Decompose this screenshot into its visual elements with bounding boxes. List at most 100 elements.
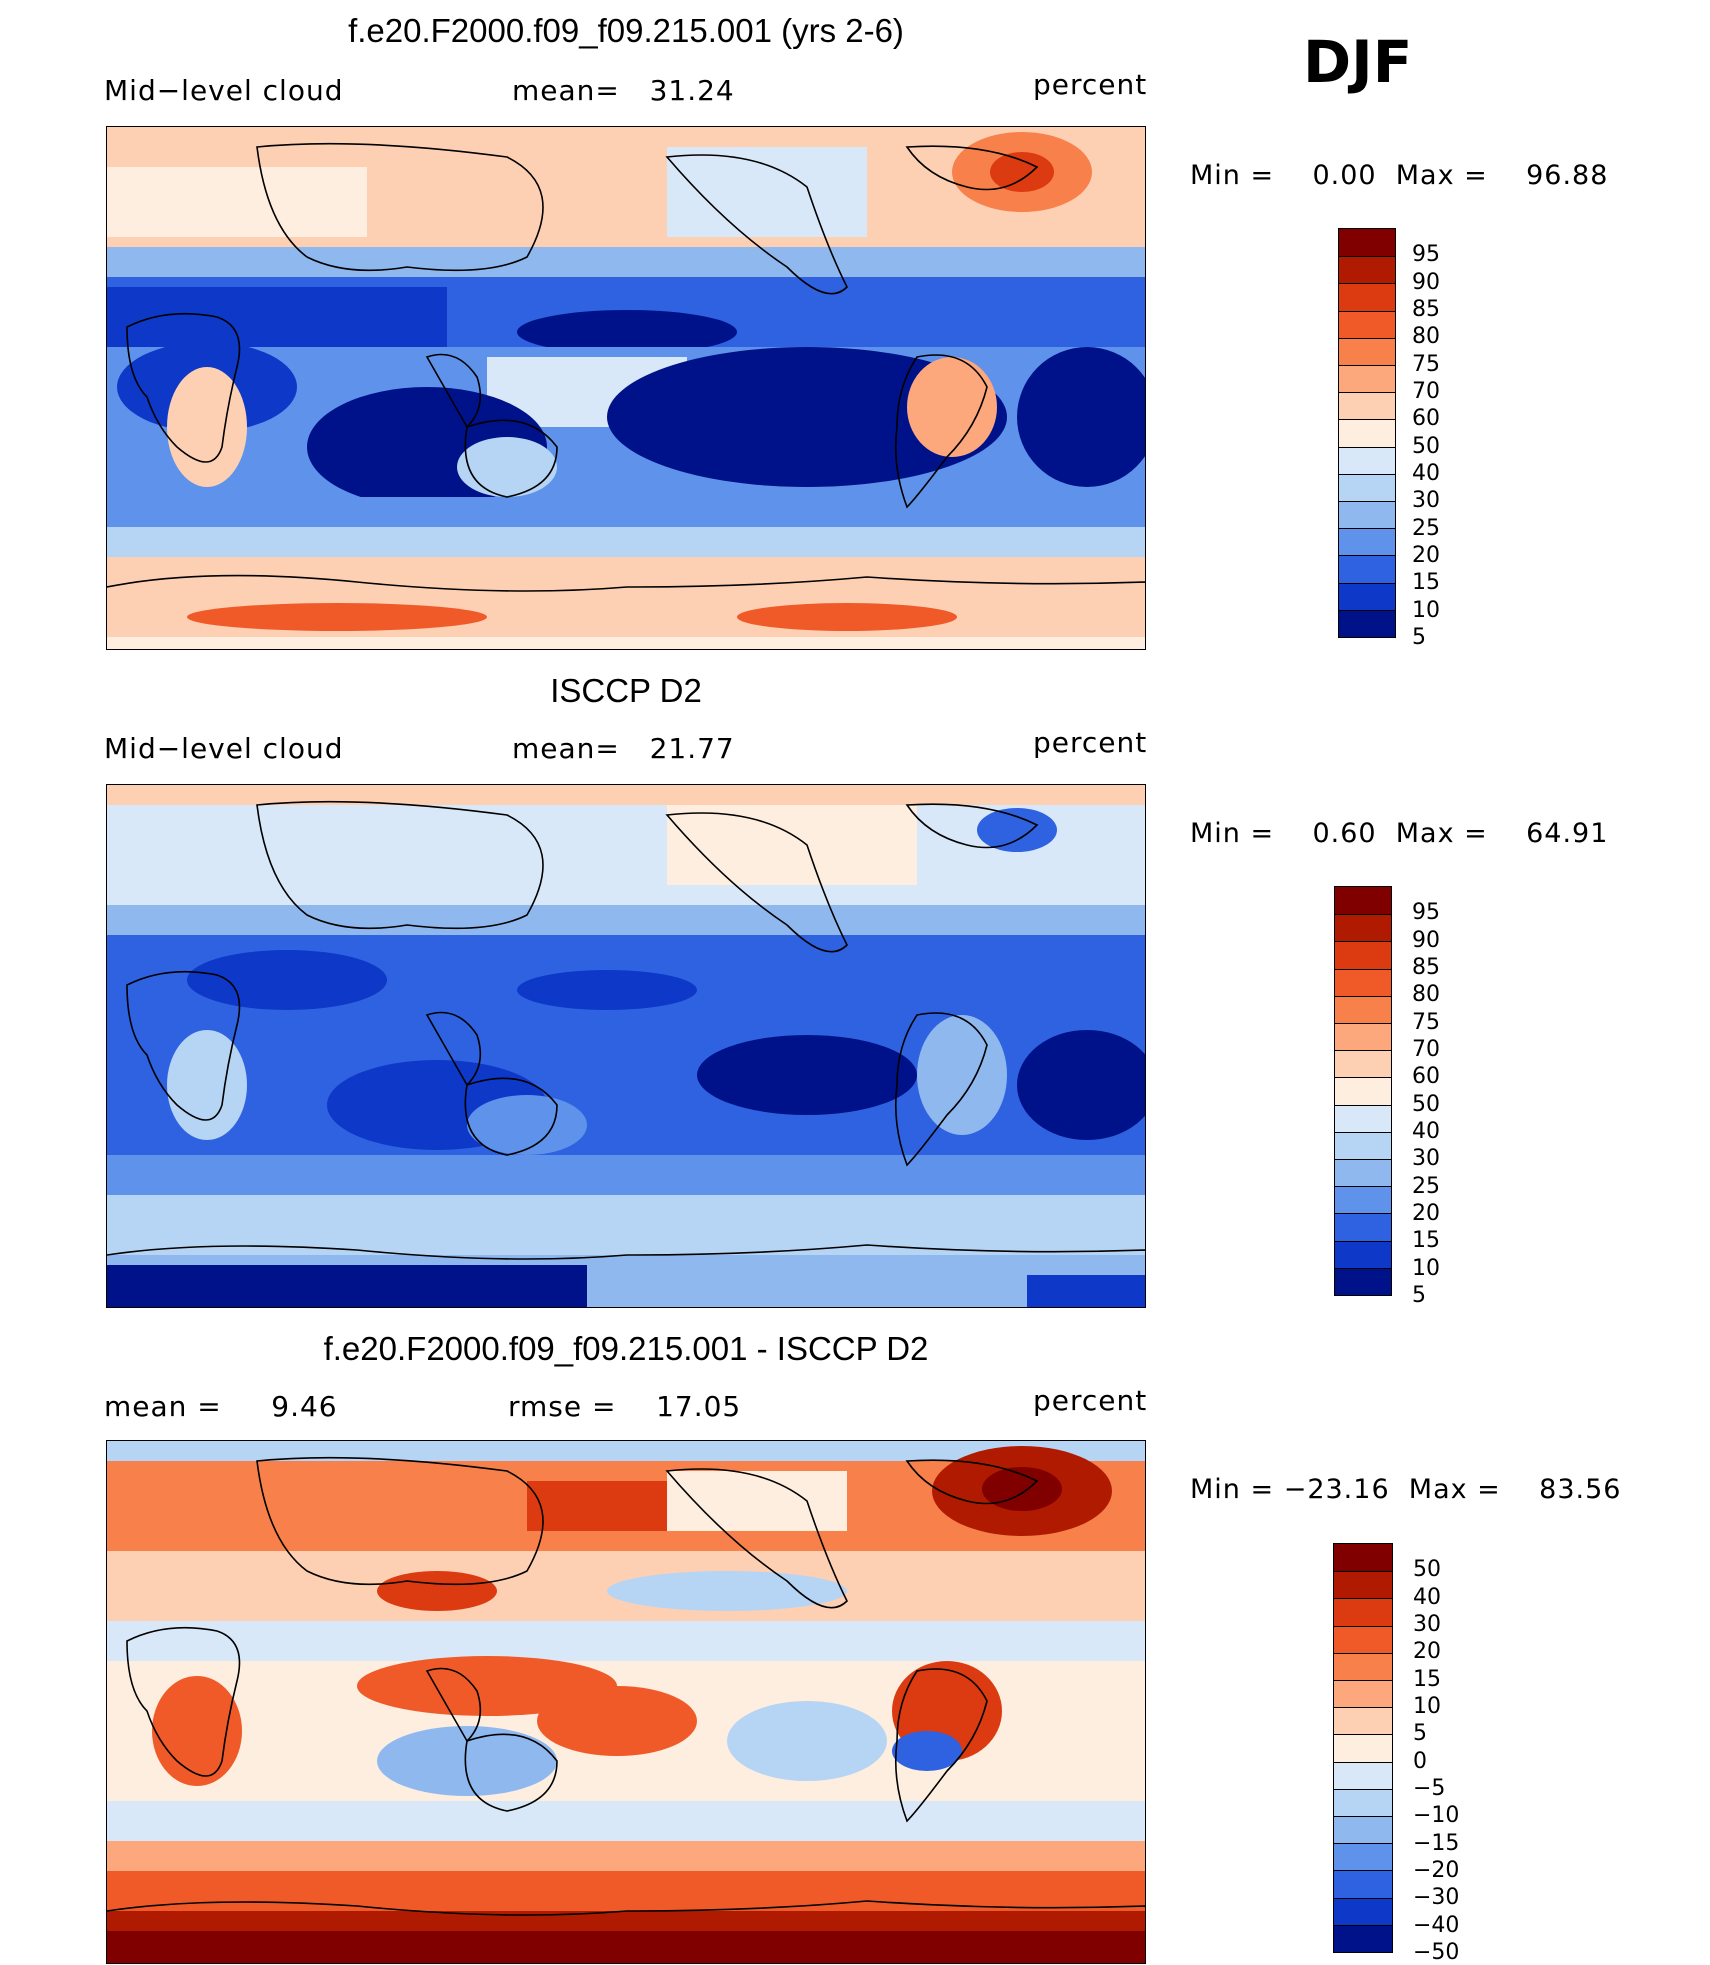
colorbar-bin xyxy=(1339,392,1395,420)
colorbar-tick-label: 20 xyxy=(1412,1201,1440,1226)
colorbar-bin xyxy=(1339,283,1395,311)
colorbar-obs xyxy=(1334,886,1392,1296)
colorbar-bin xyxy=(1335,914,1391,942)
colorbar-bin xyxy=(1339,337,1395,365)
colorbar-tick-label: −40 xyxy=(1413,1912,1460,1938)
left-label: Mid−level cloud xyxy=(104,74,344,107)
colorbar-tick-label: 75 xyxy=(1412,1009,1440,1035)
colorbar-bin xyxy=(1335,1186,1391,1214)
colorbar-tick-label: 50 xyxy=(1412,1091,1440,1117)
mean-label: mean = 9.46 xyxy=(104,1390,338,1423)
rmse-label: rmse = 17.05 xyxy=(508,1390,742,1423)
colorbar-tick-label: −50 xyxy=(1413,1940,1460,1965)
map-diff-field xyxy=(107,1441,1145,1963)
colorbar-bin xyxy=(1334,1924,1392,1952)
colorbar-bin xyxy=(1339,501,1395,529)
map-obs-field xyxy=(107,785,1145,1307)
colorbar-tick-label: 40 xyxy=(1412,1119,1440,1144)
colorbar-tick-label: 90 xyxy=(1412,927,1440,953)
colorbar-bin xyxy=(1335,1159,1391,1187)
colorbar-bin xyxy=(1339,256,1395,284)
colorbar-bin xyxy=(1339,555,1395,583)
colorbar-bin xyxy=(1335,1077,1391,1105)
colorbar-bin xyxy=(1334,1598,1392,1626)
colorbar-tick-label: −20 xyxy=(1413,1858,1460,1883)
minmax-label: Min = −23.16 Max = 83.56 xyxy=(1190,1474,1622,1505)
colorbar-bin xyxy=(1339,609,1395,637)
colorbar-tick-label: 30 xyxy=(1412,488,1440,514)
colorbar-tick-label: 40 xyxy=(1412,461,1440,486)
colorbar-bin xyxy=(1335,1104,1391,1132)
colorbar-tick-label: 20 xyxy=(1412,543,1440,568)
colorbar-bin xyxy=(1339,229,1395,257)
colorbar-tick-label: 10 xyxy=(1413,1694,1441,1719)
colorbar-tick-label: 85 xyxy=(1412,955,1440,980)
colorbar-bin xyxy=(1335,1023,1391,1051)
colorbar-tick-label: 75 xyxy=(1412,351,1440,377)
colorbar-tick-label: 50 xyxy=(1413,1557,1441,1583)
season-label: DJF xyxy=(1303,28,1413,96)
map-model-field xyxy=(107,127,1145,649)
colorbar-bin xyxy=(1335,887,1391,915)
colorbar-tick-label: 30 xyxy=(1412,1146,1440,1172)
colorbar-tick-label: 60 xyxy=(1412,1064,1440,1090)
colorbar-tick-label: 15 xyxy=(1412,1228,1440,1254)
colorbar-bin xyxy=(1339,528,1395,556)
colorbar-tick-label: 95 xyxy=(1412,242,1440,268)
units-label: percent xyxy=(1033,726,1148,759)
colorbar-tick-label: 25 xyxy=(1412,1173,1440,1199)
colorbar-bin xyxy=(1335,995,1391,1023)
colorbar-tick-label: 30 xyxy=(1413,1612,1441,1637)
colorbar-bin xyxy=(1335,1213,1391,1241)
colorbar-tick-label: −15 xyxy=(1413,1830,1460,1856)
colorbar-bin xyxy=(1334,1761,1392,1789)
colorbar-tick-label: 70 xyxy=(1412,1037,1440,1062)
colorbar-tick-label: 5 xyxy=(1413,1721,1427,1747)
colorbar-bin xyxy=(1334,1734,1392,1762)
colorbar-bin xyxy=(1335,941,1391,969)
colorbar-bin xyxy=(1339,582,1395,610)
colorbar-bin xyxy=(1334,1544,1392,1572)
colorbar-bin xyxy=(1334,1843,1392,1871)
colorbar-tick-label: 85 xyxy=(1412,297,1440,322)
colorbar-diff xyxy=(1333,1543,1393,1953)
colorbar-tick-label: 80 xyxy=(1412,982,1440,1008)
colorbar-tick-label: 80 xyxy=(1412,324,1440,350)
colorbar-bin xyxy=(1334,1571,1392,1599)
panel-title: f.e20.F2000.f09_f09.215.001 (yrs 2-6) xyxy=(348,12,904,49)
colorbar-bin xyxy=(1334,1625,1392,1653)
colorbar-bin xyxy=(1335,1131,1391,1159)
colorbar-tick-label: 15 xyxy=(1412,570,1440,596)
colorbar-tick-label: −30 xyxy=(1413,1885,1460,1911)
colorbar-tick-label: 70 xyxy=(1412,379,1440,404)
colorbar-tick-label: −10 xyxy=(1413,1803,1460,1829)
colorbar-bin xyxy=(1334,1707,1392,1735)
units-label: percent xyxy=(1033,1384,1148,1417)
colorbar-tick-label: 10 xyxy=(1412,1255,1440,1281)
units-label: percent xyxy=(1033,68,1148,101)
colorbar-tick-label: 15 xyxy=(1413,1666,1441,1692)
colorbar-bin xyxy=(1335,968,1391,996)
colorbar-tick-label: −5 xyxy=(1413,1776,1446,1801)
colorbar-tick-label: 95 xyxy=(1412,900,1440,926)
map-diff xyxy=(106,1440,1146,1964)
colorbar-tick-label: 50 xyxy=(1412,433,1440,459)
mean-label: mean= 21.77 xyxy=(512,732,735,765)
colorbar-tick-label: 5 xyxy=(1412,625,1426,650)
left-label: Mid−level cloud xyxy=(104,732,344,765)
colorbar-bin xyxy=(1339,419,1395,447)
colorbar-bin xyxy=(1339,473,1395,501)
colorbar-bin xyxy=(1334,1680,1392,1708)
colorbar-tick-label: 0 xyxy=(1413,1748,1427,1774)
map-obs xyxy=(106,784,1146,1308)
colorbar-tick-label: 25 xyxy=(1412,515,1440,541)
colorbar-model xyxy=(1338,228,1396,638)
colorbar-tick-label: 40 xyxy=(1413,1584,1441,1610)
colorbar-tick-label: 5 xyxy=(1412,1283,1426,1308)
colorbar-bin xyxy=(1334,1816,1392,1844)
colorbar-bin xyxy=(1335,1050,1391,1078)
colorbar-bin xyxy=(1335,1240,1391,1268)
colorbar-bin xyxy=(1339,365,1395,393)
colorbar-tick-label: 10 xyxy=(1412,597,1440,623)
minmax-label: Min = 0.00 Max = 96.88 xyxy=(1190,160,1609,191)
